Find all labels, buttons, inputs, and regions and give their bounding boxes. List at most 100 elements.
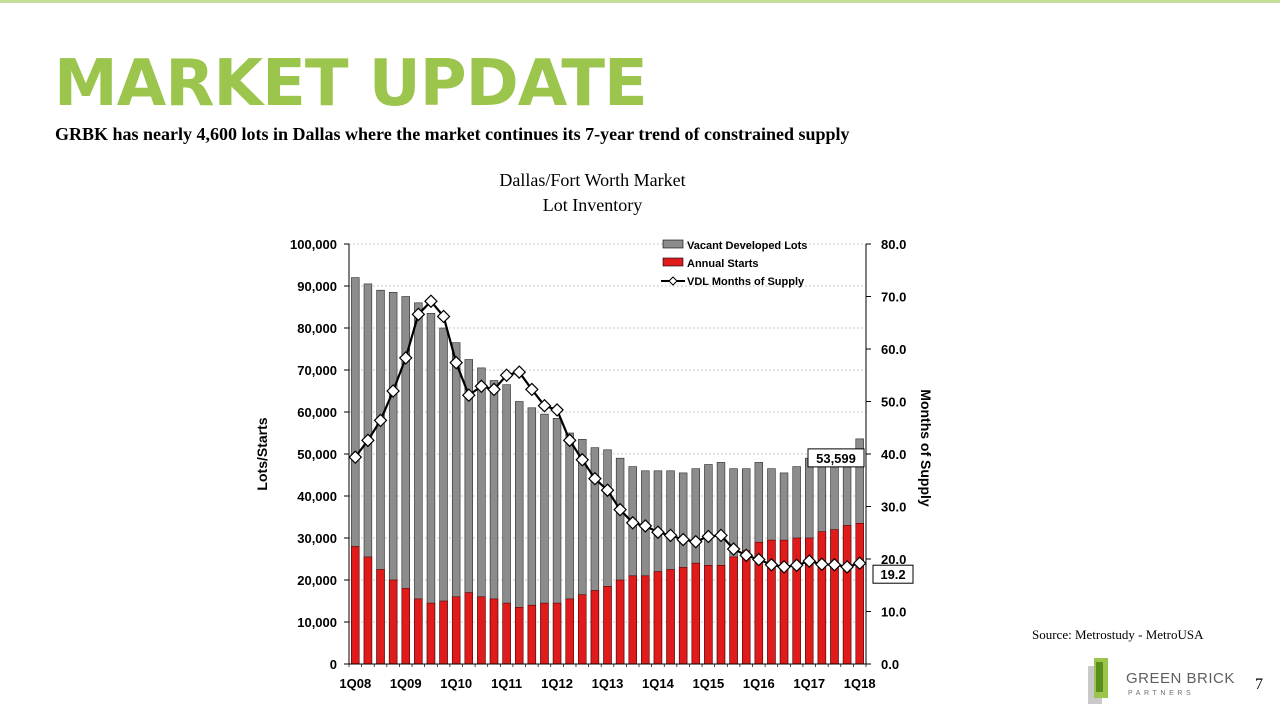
months-of-supply-point: [348, 450, 363, 464]
months-of-supply-point: [461, 388, 476, 403]
annual-starts-bar: [515, 606, 524, 665]
months-of-supply-point: [512, 365, 527, 379]
left-axis-tick-label: 60,000: [297, 405, 337, 420]
annotation-label: 53,599: [816, 451, 856, 466]
months-of-supply-point: [550, 403, 564, 417]
months-of-supply-point: [562, 433, 577, 448]
annual-starts-bar: [439, 600, 448, 665]
annual-starts-bar: [842, 525, 852, 665]
months-of-supply-point: [815, 557, 829, 572]
months-of-supply-point: [827, 557, 842, 572]
months-of-supply-point: [701, 529, 716, 544]
annual-starts-bar: [502, 602, 511, 665]
x-axis-tick-label: 1Q16: [743, 676, 775, 691]
right-axis-tick-label: 20.0: [881, 552, 906, 567]
months-of-supply-point: [373, 413, 388, 428]
months-of-supply-point: [625, 515, 640, 530]
months-of-supply-point: [361, 433, 375, 448]
months-of-supply-point: [789, 558, 804, 573]
annotation-box: [807, 448, 865, 468]
annotation-box: [872, 564, 914, 584]
left-axis-tick-label: 0: [330, 657, 337, 672]
months-of-supply-point: [588, 471, 602, 486]
legend-swatch-vacant: [662, 239, 684, 249]
annual-starts-bar: [477, 596, 486, 665]
left-axis-tick-label: 50,000: [297, 447, 337, 462]
months-of-supply-point: [613, 502, 627, 517]
months-of-supply-point: [852, 556, 867, 571]
annual-starts-bar: [615, 579, 625, 665]
right-axis-tick-label: 40.0: [881, 447, 906, 462]
months-of-supply-point: [638, 519, 653, 533]
months-of-supply-point: [651, 525, 665, 540]
months-of-supply-point: [764, 557, 779, 572]
annual-starts-bar: [666, 569, 675, 665]
x-axis-tick-label: 1Q09: [390, 676, 422, 691]
annual-starts-bar: [741, 550, 751, 665]
x-axis-tick-label: 1Q11: [491, 676, 522, 691]
right-axis-tick-label: 10.0: [881, 605, 906, 620]
left-axis-tick-label: 30,000: [297, 531, 337, 546]
slide-title: MARKET UPDATE: [54, 47, 648, 121]
annual-starts-bar: [401, 588, 410, 665]
y-axis-label: Lots/Starts: [254, 417, 270, 490]
x-axis-tick-label: 1Q13: [592, 676, 624, 691]
bar-series: [351, 277, 864, 665]
annual-starts-bar: [552, 602, 562, 665]
right-axis-tick-label: 80.0: [881, 237, 906, 252]
annual-starts-bar: [351, 546, 360, 665]
logo-name: GREEN BRICK: [1126, 670, 1235, 687]
months-of-supply-point: [751, 552, 766, 567]
annual-starts-bar: [691, 562, 700, 665]
axes: 0 10,000 20,000 30,000 40,000 50,000 60,000 70,…: [254, 237, 934, 691]
months-of-supply-point: [600, 483, 615, 498]
x-axis-tick-label: 1Q14: [642, 676, 675, 691]
months-of-supply-point: [398, 351, 413, 365]
page-number: 7: [1255, 676, 1263, 693]
months-of-supply-point: [411, 307, 426, 322]
months-of-supply-point: [726, 542, 741, 556]
annual-starts-bar: [527, 604, 537, 665]
months-of-supply-point: [474, 379, 489, 394]
legend-swatch-starts: [662, 257, 684, 267]
months-of-supply-point: [524, 382, 539, 397]
annual-starts-bar: [779, 539, 789, 665]
logo-mark-icon: [1088, 658, 1108, 704]
annual-starts-bar: [540, 602, 549, 665]
chart-annotations: 53,599 19.2: [807, 448, 914, 584]
months-of-supply-point: [840, 560, 854, 574]
annual-starts-bar: [376, 569, 385, 665]
annual-starts-bar: [603, 585, 612, 665]
x-axis-tick-label: 1Q08: [339, 676, 371, 691]
annual-starts-bar: [578, 594, 587, 665]
left-axis-tick-label: 10,000: [297, 615, 337, 630]
left-axis-tick-label: 100,000: [290, 237, 337, 252]
legend-label-vacant: Vacant Developed Lots: [687, 240, 807, 252]
left-axis-tick-label: 20,000: [297, 573, 337, 588]
annual-starts-bar: [464, 592, 474, 665]
months-of-supply-point: [676, 532, 691, 547]
months-of-supply-point: [537, 398, 552, 413]
annual-starts-bar: [489, 598, 499, 665]
y2-axis-label: Months of Supply: [918, 389, 934, 507]
months-of-supply-point: [714, 528, 728, 543]
annual-starts-bar: [817, 531, 827, 665]
annual-starts-bar: [716, 564, 726, 665]
left-axis-tick-label: 70,000: [297, 363, 337, 378]
source-note: Source: Metrostudy - MetroUSA: [1032, 627, 1204, 642]
left-axis-tick-label: 40,000: [297, 489, 337, 504]
months-of-supply-point: [487, 382, 501, 397]
chart-title-line-2: Lot Inventory: [542, 195, 643, 215]
x-axis-tick-label: 1Q12: [541, 676, 573, 691]
annual-starts-bar: [704, 564, 713, 665]
months-of-supply-point: [386, 384, 400, 398]
right-axis-tick-label: 60.0: [881, 342, 906, 357]
months-of-supply-point: [739, 548, 754, 563]
chart-title-line-1: Dallas/Fort Worth Market: [499, 170, 686, 190]
left-axis-tick-label: 80,000: [297, 321, 337, 336]
green-brick-logo: GREEN BRICK PARTNERS: [1088, 656, 1248, 708]
months-of-supply-point: [575, 452, 590, 467]
legend-label-mos: VDL Months of Supply: [687, 276, 805, 288]
x-axis-tick-label: 1Q10: [440, 676, 472, 691]
